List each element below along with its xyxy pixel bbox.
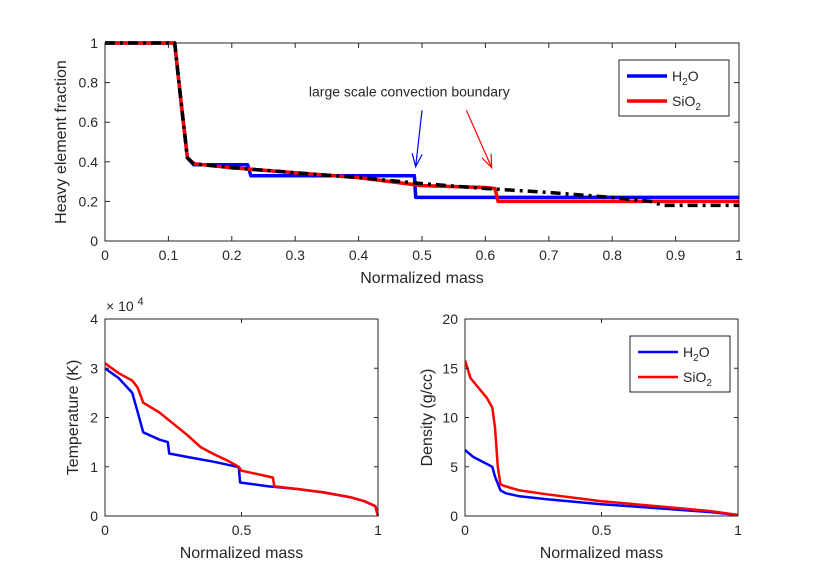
x-tick-label: 0.4 xyxy=(349,247,369,263)
x-axis-label: Normalized mass xyxy=(180,545,304,562)
x-tick-label: 0.5 xyxy=(592,522,612,538)
legend-label-subscript: 2 xyxy=(695,102,701,113)
y-tick-label: 0 xyxy=(450,508,458,524)
series-group xyxy=(105,41,739,208)
y-axis-label: Temperature (K) xyxy=(65,360,82,476)
annotation-arrow-head xyxy=(411,153,423,169)
y-tick-label: 0.2 xyxy=(79,193,99,209)
plot-area-frame xyxy=(104,318,379,517)
y-tick-label: 0.6 xyxy=(79,114,99,130)
x-tick-label: 0 xyxy=(101,247,109,263)
series-group xyxy=(465,360,739,517)
y-tick-label: 0.4 xyxy=(79,154,99,170)
annotation-arrow-shaft xyxy=(415,110,423,167)
y-tick-label: 10 xyxy=(442,410,458,426)
x-tick-label: 0.5 xyxy=(412,247,432,263)
legend-label: SiO2 xyxy=(672,93,701,113)
y-tick-label: 3 xyxy=(90,360,98,376)
x-tick-label: 1 xyxy=(374,522,382,538)
x-tick-label: 0 xyxy=(461,522,469,538)
x-tick-label: 1 xyxy=(735,247,743,263)
x-tick-label: 0.7 xyxy=(539,247,559,263)
x-axis-label: Normalized mass xyxy=(360,270,484,287)
series-line-sio2 xyxy=(105,41,739,204)
y-tick-label: 0.8 xyxy=(79,75,99,91)
legend-label-subscript: 2 xyxy=(682,77,688,88)
y-tick-label: 1 xyxy=(90,35,98,51)
x-tick-label: 0.1 xyxy=(159,247,179,263)
legend-label: SiO2 xyxy=(683,369,712,389)
series-group xyxy=(105,362,379,517)
x-tick-label: 0.9 xyxy=(666,247,686,263)
axis-exponent-label: × 10 4 xyxy=(106,296,144,314)
series-line-h2o xyxy=(465,449,739,517)
x-tick-label: 0.2 xyxy=(222,247,242,263)
annotation-arrow-shaft xyxy=(465,110,493,168)
legend-label: H2O xyxy=(672,68,699,88)
y-tick-label: 1 xyxy=(90,459,98,475)
x-tick-label: 0.5 xyxy=(232,522,252,538)
bottom-left-panel-temperature: 0 0.5 1 0 1 2 3 4 Normalized mass Temperature (K)… xyxy=(65,296,382,562)
y-tick-label: 0 xyxy=(90,508,98,524)
top-panel-heavy-element-fraction: 0 0.1 0.2 0.3 0.4 0.5 0.6 0.7 0.8 0.9 1 0 0.2 0.4 0.6 0… xyxy=(53,35,743,287)
y-axis-label: Heavy element fraction xyxy=(53,60,70,224)
annotation-arrow-head xyxy=(481,153,493,170)
legend-box xyxy=(618,59,730,117)
y-tick-label: 4 xyxy=(90,311,98,327)
y-tick-label: 20 xyxy=(442,311,458,327)
legend-label: H2O xyxy=(683,344,710,364)
series-line-sio2 xyxy=(465,360,739,517)
y-tick-label: 15 xyxy=(442,360,458,376)
series-line-sio2 xyxy=(105,362,379,517)
x-tick-label: 0.8 xyxy=(602,247,622,263)
y-axis-label: Density (g/cc) xyxy=(419,369,436,467)
axis-exponent-power: 4 xyxy=(138,296,144,308)
y-tick-label: 0 xyxy=(90,233,98,249)
legend-label-subscript: 2 xyxy=(693,353,699,364)
legend-label-suffix: O xyxy=(688,68,699,84)
legend-box xyxy=(629,335,731,393)
y-tick-label: 2 xyxy=(90,410,98,426)
y-tick-label: 5 xyxy=(450,459,458,475)
legend-label-subscript: 2 xyxy=(706,378,712,389)
x-axis-label: Normalized mass xyxy=(540,545,664,562)
x-tick-label: 0 xyxy=(101,522,109,538)
x-tick-label: 0.3 xyxy=(285,247,305,263)
x-tick-label: 1 xyxy=(734,522,742,538)
annotation-text: large scale convection boundary xyxy=(309,83,510,99)
x-tick-label: 0.6 xyxy=(476,247,496,263)
legend-label-suffix: O xyxy=(699,344,710,360)
